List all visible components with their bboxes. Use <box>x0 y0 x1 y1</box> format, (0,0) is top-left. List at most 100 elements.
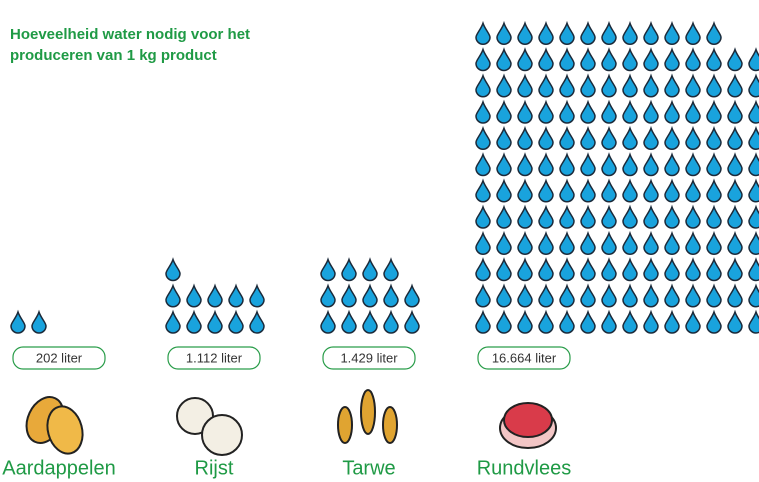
water-drop <box>538 47 554 72</box>
water-drop <box>186 283 202 308</box>
water-drop <box>601 309 617 334</box>
water-drop <box>748 178 759 203</box>
water-drop <box>559 47 575 72</box>
water-drop <box>748 99 759 124</box>
water-drop <box>580 20 596 45</box>
water-drop <box>622 47 638 72</box>
water-drop <box>727 230 743 255</box>
water-drop <box>622 73 638 98</box>
water-drop <box>186 309 202 334</box>
water-drop <box>580 257 596 282</box>
water-drop <box>341 309 357 334</box>
water-drop <box>622 125 638 150</box>
value-pill <box>12 346 106 370</box>
water-drop <box>475 257 491 282</box>
water-drop <box>748 47 759 72</box>
meat-icon <box>499 402 557 449</box>
water-drop <box>643 204 659 229</box>
water-drop <box>706 283 722 308</box>
water-drop <box>748 204 759 229</box>
water-drop <box>643 257 659 282</box>
water-drop <box>622 99 638 124</box>
water-drop <box>496 152 512 177</box>
water-drop <box>207 283 223 308</box>
water-drop <box>538 309 554 334</box>
water-drop <box>404 283 420 308</box>
water-drop <box>362 257 378 282</box>
water-drop <box>622 152 638 177</box>
water-drop <box>601 178 617 203</box>
water-drop <box>538 204 554 229</box>
water-drop <box>517 99 533 124</box>
water-drop <box>538 125 554 150</box>
water-drop <box>601 230 617 255</box>
water-drop <box>706 230 722 255</box>
water-drop <box>496 230 512 255</box>
value-label: 16.664 liter <box>492 350 557 365</box>
water-drop <box>496 204 512 229</box>
water-drop <box>165 257 181 282</box>
water-drop <box>664 230 680 255</box>
water-drop <box>517 283 533 308</box>
value-label: 1.429 liter <box>340 350 398 365</box>
water-drop <box>10 309 26 334</box>
water-drop <box>622 204 638 229</box>
category-label: Aardappelen <box>2 457 115 479</box>
water-drop <box>475 20 491 45</box>
water-drop <box>249 309 265 334</box>
water-drop <box>517 178 533 203</box>
water-drop <box>664 204 680 229</box>
water-drop <box>475 47 491 72</box>
water-drop <box>228 309 244 334</box>
water-drop <box>643 178 659 203</box>
water-drop <box>496 257 512 282</box>
water-drop <box>496 99 512 124</box>
water-drop <box>538 152 554 177</box>
water-drop <box>538 99 554 124</box>
water-drop <box>643 152 659 177</box>
water-drop <box>559 152 575 177</box>
water-drop <box>475 125 491 150</box>
water-drop <box>362 283 378 308</box>
category-label: Rundvlees <box>477 457 572 479</box>
value-pill <box>167 346 261 370</box>
water-drop <box>580 283 596 308</box>
water-drop <box>664 309 680 334</box>
water-drop <box>559 204 575 229</box>
water-drop <box>517 309 533 334</box>
chart-title: produceren van 1 kg product <box>10 47 217 64</box>
water-drop <box>538 230 554 255</box>
water-drop <box>727 125 743 150</box>
water-drop <box>664 257 680 282</box>
value-pill <box>477 346 571 370</box>
water-drop <box>706 178 722 203</box>
water-drop <box>341 257 357 282</box>
category-label: Tarwe <box>342 457 395 479</box>
water-drop <box>643 230 659 255</box>
water-drop <box>320 257 336 282</box>
water-drop <box>496 47 512 72</box>
water-drop <box>706 125 722 150</box>
water-drop <box>748 73 759 98</box>
water-drop <box>383 309 399 334</box>
water-drop <box>496 125 512 150</box>
water-drop <box>685 125 701 150</box>
water-drop <box>580 309 596 334</box>
water-drop <box>207 309 223 334</box>
water-drop <box>475 309 491 334</box>
water-drop <box>727 283 743 308</box>
water-drop <box>404 309 420 334</box>
water-drop <box>664 283 680 308</box>
water-drop <box>727 73 743 98</box>
water-drop <box>685 99 701 124</box>
water-drop <box>538 178 554 203</box>
water-drop <box>748 309 759 334</box>
water-drop <box>496 20 512 45</box>
water-drop <box>320 283 336 308</box>
water-drop <box>517 230 533 255</box>
water-drop <box>559 230 575 255</box>
water-drop <box>165 309 181 334</box>
water-drop <box>622 230 638 255</box>
water-drop <box>517 152 533 177</box>
water-drop <box>685 283 701 308</box>
